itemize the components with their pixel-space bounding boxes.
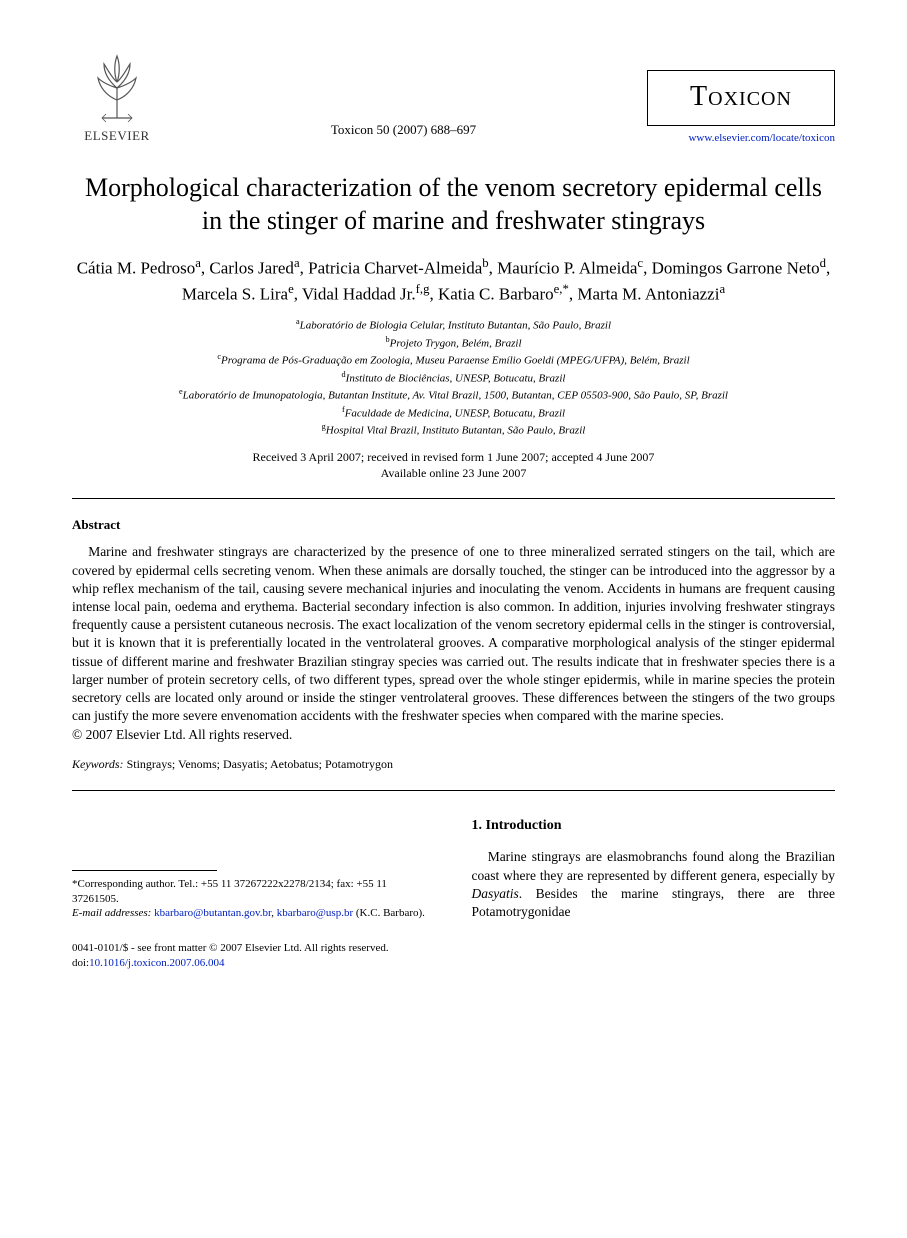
abstract-heading: Abstract — [72, 517, 835, 533]
footer: 0041-0101/$ - see front matter © 2007 El… — [72, 941, 835, 971]
right-column: 1. Introduction Marine stingrays are ela… — [472, 817, 836, 921]
authors: Cátia M. Pedrosoa, Carlos Jareda, Patric… — [72, 255, 835, 306]
dates: Received 3 April 2007; received in revis… — [72, 449, 835, 483]
keywords-label: Keywords: — [72, 757, 124, 771]
affiliations: aLaboratório de Biologia Celular, Instit… — [72, 316, 835, 439]
left-column: *Corresponding author. Tel.: +55 11 3726… — [72, 817, 436, 921]
header-row: ELSEVIER Toxicon 50 (2007) 688–697 Toxic… — [72, 48, 835, 144]
intro-body: Marine stingrays are elasmobranchs found… — [472, 848, 836, 921]
abstract-copyright: © 2007 Elsevier Ltd. All rights reserved… — [72, 727, 835, 743]
two-column-region: *Corresponding author. Tel.: +55 11 3726… — [72, 817, 835, 921]
doi-link[interactable]: 10.1016/j.toxicon.2007.06.004 — [89, 957, 224, 969]
journal-link[interactable]: www.elsevier.com/locate/toxicon — [645, 132, 835, 144]
page: ELSEVIER Toxicon 50 (2007) 688–697 Toxic… — [0, 0, 907, 1011]
keywords: Keywords: Stingrays; Venoms; Dasyatis; A… — [72, 757, 835, 772]
journal-block: Toxicon www.elsevier.com/locate/toxicon — [645, 70, 835, 144]
doi-label: doi: — [72, 957, 89, 969]
keywords-text: Stingrays; Venoms; Dasyatis; Aetobatus; … — [124, 757, 393, 771]
rule-top — [72, 498, 835, 499]
abstract-body: Marine and freshwater stingrays are char… — [72, 543, 835, 725]
elsevier-tree-icon — [82, 48, 152, 126]
publisher-logo-block: ELSEVIER — [72, 48, 162, 144]
email-label: E-mail addresses: — [72, 907, 151, 919]
footer-front-matter: 0041-0101/$ - see front matter © 2007 El… — [72, 941, 835, 956]
article-title: Morphological characterization of the ve… — [72, 172, 835, 237]
footnote-emails: E-mail addresses: kbarbaro@butantan.gov.… — [72, 906, 436, 921]
rule-bottom — [72, 790, 835, 791]
journal-box: Toxicon — [647, 70, 835, 126]
journal-name: Toxicon — [656, 81, 826, 113]
footnote-rule — [72, 870, 217, 871]
intro-heading: 1. Introduction — [472, 817, 836, 836]
footer-doi: doi:10.1016/j.toxicon.2007.06.004 — [72, 956, 835, 971]
publisher-name: ELSEVIER — [84, 128, 149, 144]
email-link-2[interactable]: kbarbaro@usp.br — [277, 907, 353, 919]
dates-received: Received 3 April 2007; received in revis… — [72, 449, 835, 466]
email-link-1[interactable]: kbarbaro@butantan.gov.br — [154, 907, 271, 919]
citation: Toxicon 50 (2007) 688–697 — [162, 122, 645, 144]
dates-online: Available online 23 June 2007 — [72, 465, 835, 482]
email-name: (K.C. Barbaro). — [353, 907, 425, 919]
footnote-corresponding: *Corresponding author. Tel.: +55 11 3726… — [72, 877, 436, 907]
